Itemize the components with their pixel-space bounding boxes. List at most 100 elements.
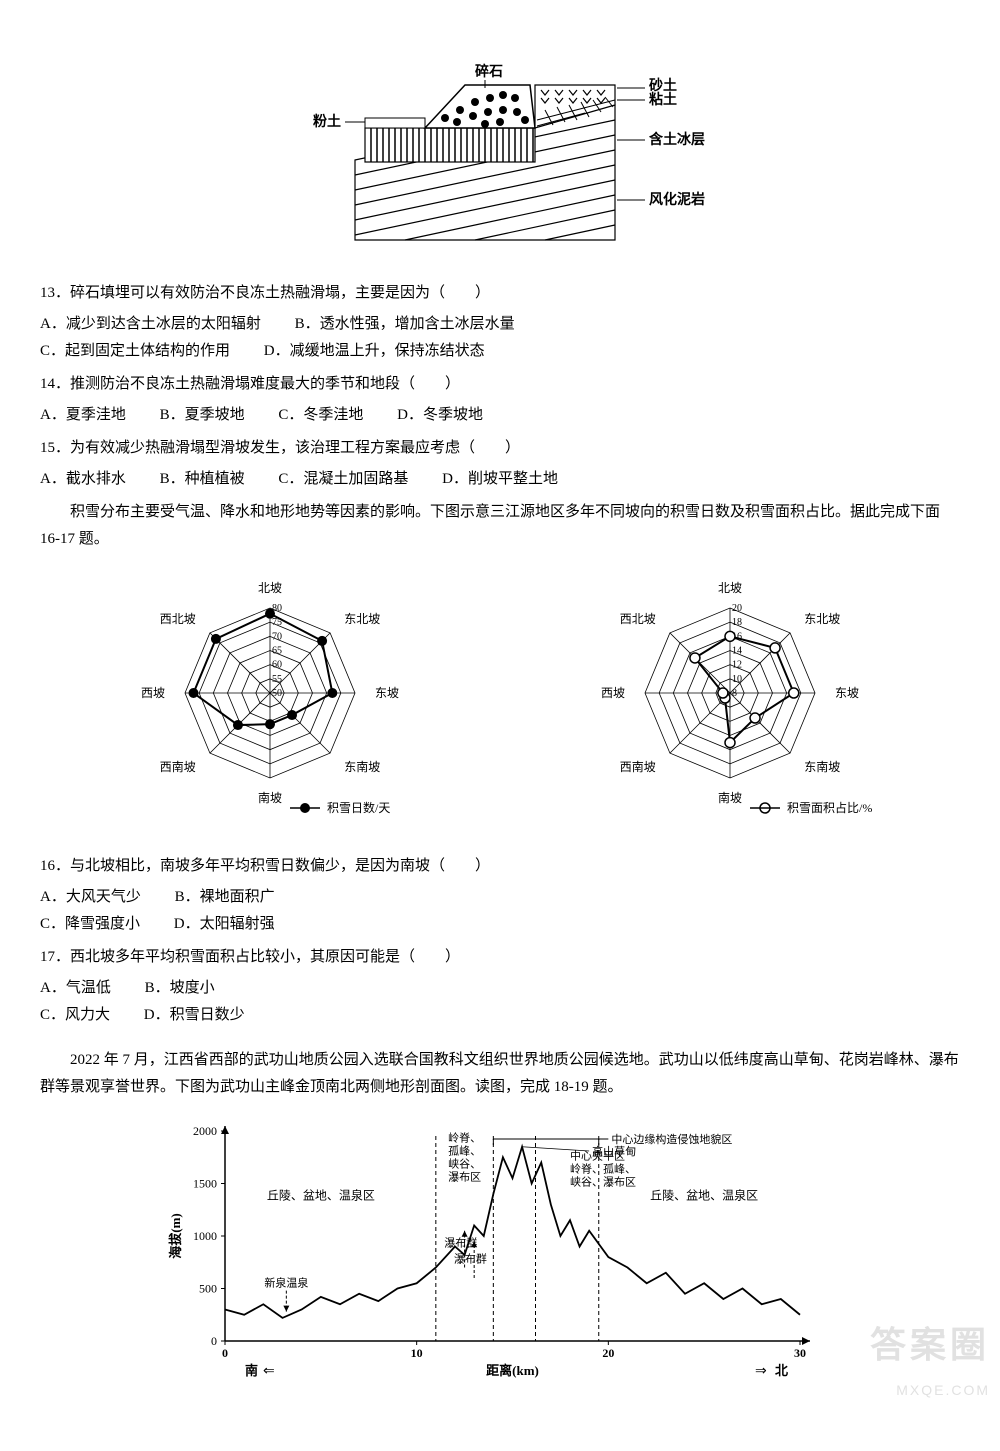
svg-text:70: 70 <box>272 631 282 642</box>
radar-left-svg: 北坡东北坡东坡东南坡南坡西南坡西坡西北坡50556065707580积雪日数/天 <box>105 573 435 833</box>
svg-text:0: 0 <box>222 1346 228 1360</box>
q13-opt-a: A．减少到达含土冰层的太阳辐射 <box>40 311 261 338</box>
svg-text:⇐: ⇐ <box>263 1364 275 1379</box>
q17-opt-d: D．积雪日数少 <box>144 1002 245 1029</box>
svg-text:西北坡: 西北坡 <box>160 612 196 626</box>
svg-text:西北坡: 西北坡 <box>620 612 656 626</box>
svg-text:南: 南 <box>245 1363 258 1378</box>
svg-text:岭脊、孤峰、: 岭脊、孤峰、 <box>570 1161 636 1175</box>
svg-text:60: 60 <box>272 660 282 671</box>
svg-text:⇒: ⇒ <box>755 1364 767 1379</box>
svg-text:北坡: 北坡 <box>718 581 742 595</box>
svg-text:距离(km): 距离(km) <box>486 1363 539 1378</box>
svg-text:瀑布区: 瀑布区 <box>448 1171 481 1184</box>
label-gravel: 碎石 <box>475 63 503 80</box>
svg-text:西坡: 西坡 <box>601 686 625 700</box>
q15-opt-d: D．削坡平整土地 <box>442 466 558 493</box>
svg-text:海拔(m): 海拔(m) <box>168 1213 183 1259</box>
q15-opt-b: B．种植植被 <box>160 466 245 493</box>
svg-text:东南坡: 东南坡 <box>804 759 840 774</box>
svg-text:新泉温泉: 新泉温泉 <box>264 1275 308 1289</box>
svg-text:50: 50 <box>272 688 282 699</box>
q14-text: 14．推测防治不良冻土热融滑塌难度最大的季节和地段（ ） <box>40 371 960 398</box>
svg-text:30: 30 <box>794 1346 806 1360</box>
svg-text:500: 500 <box>199 1282 217 1296</box>
label-weathered: 风化泥岩 <box>649 191 705 208</box>
q17-text: 17．西北坡多年平均积雪面积占比较小，其原因可能是（ ） <box>40 944 960 971</box>
q17-opt-c: C．风力大 <box>40 1002 110 1029</box>
svg-text:65: 65 <box>272 646 282 657</box>
svg-text:积雪日数/天: 积雪日数/天 <box>327 800 390 815</box>
q15-opt-c: C．混凝土加固路基 <box>278 466 408 493</box>
svg-text:1000: 1000 <box>193 1229 217 1243</box>
profile-figure: 05001000150020000102030距离(km)海拔(m)南⇐⇒北丘陵… <box>40 1111 960 1401</box>
svg-text:峡谷、瀑布区: 峡谷、瀑布区 <box>570 1174 636 1188</box>
q13-text: 13．碎石填埋可以有效防治不良冻土热融滑塌，主要是因为（ ） <box>40 280 960 307</box>
q17-options: A．气温低 B．坡度小 C．风力大 D．积雪日数少 <box>40 975 960 1029</box>
q16-opt-c: C．降雪强度小 <box>40 911 140 938</box>
profile-svg: 05001000150020000102030距离(km)海拔(m)南⇐⇒北丘陵… <box>160 1111 840 1391</box>
svg-text:北: 北 <box>775 1363 788 1378</box>
q14-options: A．夏季洼地 B．夏季坡地 C．冬季洼地 D．冬季坡地 <box>40 402 960 429</box>
label-sand: 砂土 <box>648 77 677 94</box>
svg-text:东北坡: 东北坡 <box>344 612 380 626</box>
svg-text:峡谷、: 峡谷、 <box>448 1157 481 1171</box>
svg-text:西坡: 西坡 <box>141 686 165 700</box>
q16-opt-d: D．太阳辐射强 <box>174 911 275 938</box>
svg-text:10: 10 <box>732 674 742 685</box>
q13-opt-d: D．减缓地温上升，保持冻结状态 <box>264 338 485 365</box>
svg-text:岭脊、: 岭脊、 <box>448 1131 481 1145</box>
radar-right-svg: 北坡东北坡东坡东南坡南坡西南坡西坡西北坡8101214161820积雪面积占比/… <box>565 573 895 833</box>
svg-text:积雪面积占比/%: 积雪面积占比/% <box>787 800 872 815</box>
q13-opt-b: B．透水性强，增加含土冰层水量 <box>295 311 515 338</box>
svg-text:瀑布群: 瀑布群 <box>444 1236 477 1250</box>
svg-text:西南坡: 西南坡 <box>620 759 656 774</box>
svg-text:中心边缘构造侵蚀地貌区: 中心边缘构造侵蚀地貌区 <box>611 1132 732 1146</box>
svg-text:20: 20 <box>602 1346 614 1360</box>
q15-opt-a: A．截水排水 <box>40 466 126 493</box>
q17-opt-a: A．气温低 <box>40 975 111 1002</box>
q16-options: A．大风天气少 B．裸地面积广 C．降雪强度小 D．太阳辐射强 <box>40 884 960 938</box>
svg-text:东南坡: 东南坡 <box>344 759 380 774</box>
q16-opt-b: B．裸地面积广 <box>175 884 275 911</box>
svg-text:南坡: 南坡 <box>718 790 742 805</box>
svg-text:55: 55 <box>272 674 282 685</box>
svg-text:8: 8 <box>732 688 737 699</box>
svg-text:0: 0 <box>211 1334 217 1348</box>
q16-text: 16．与北坡相比，南坡多年平均积雪日数偏少，是因为南坡（ ） <box>40 853 960 880</box>
svg-text:瀑布群: 瀑布群 <box>454 1251 487 1265</box>
intro-16-17: 积雪分布主要受气温、降水和地形地势等因素的影响。下图示意三江源地区多年不同坡向的… <box>40 499 960 553</box>
svg-text:孤峰、: 孤峰、 <box>448 1145 481 1158</box>
svg-text:丘陵、盆地、温泉区: 丘陵、盆地、温泉区 <box>267 1188 375 1202</box>
svg-text:20: 20 <box>732 603 742 614</box>
svg-text:东坡: 东坡 <box>375 686 399 700</box>
radar-row: 北坡东北坡东坡东南坡南坡西南坡西坡西北坡50556065707580积雪日数/天… <box>40 573 960 833</box>
q14-opt-d: D．冬季坡地 <box>397 402 483 429</box>
label-powder: 粉土 <box>313 113 341 130</box>
svg-text:东坡: 东坡 <box>835 686 859 700</box>
q17-opt-b: B．坡度小 <box>145 975 215 1002</box>
svg-text:东北坡: 东北坡 <box>804 612 840 626</box>
svg-text:北坡: 北坡 <box>258 581 282 595</box>
q14-opt-b: B．夏季坡地 <box>160 402 245 429</box>
svg-text:12: 12 <box>732 660 742 671</box>
q14-opt-c: C．冬季洼地 <box>278 402 363 429</box>
svg-text:西南坡: 西南坡 <box>160 759 196 774</box>
svg-text:18: 18 <box>732 617 742 628</box>
svg-text:丘陵、盆地、温泉区: 丘陵、盆地、温泉区 <box>650 1188 758 1202</box>
svg-text:2000: 2000 <box>193 1124 217 1138</box>
q13-opt-c: C．起到固定土体结构的作用 <box>40 338 230 365</box>
svg-text:南坡: 南坡 <box>258 790 282 805</box>
label-clay: 粘土 <box>649 91 677 108</box>
label-icy: 含土冰层 <box>649 131 705 148</box>
soil-diagram-svg: 碎石 粉土 砂土 粘土 含土冰层 风化泥岩 <box>285 40 715 250</box>
svg-text:14: 14 <box>732 646 742 657</box>
intro-18-19: 2022 年 7 月，江西省西部的武功山地质公园入选联合国教科文组织世界地质公园… <box>40 1047 960 1101</box>
q15-options: A．截水排水 B．种植植被 C．混凝土加固路基 D．削坡平整土地 <box>40 466 960 493</box>
svg-text:1500: 1500 <box>193 1177 217 1191</box>
q13-options: A．减少到达含土冰层的太阳辐射 B．透水性强，增加含土冰层水量 C．起到固定土体… <box>40 311 960 365</box>
q15-text: 15．为有效减少热融滑塌型滑坡发生，该治理工程方案最应考虑（ ） <box>40 435 960 462</box>
svg-text:高山草甸: 高山草甸 <box>592 1144 636 1158</box>
q14-opt-a: A．夏季洼地 <box>40 402 126 429</box>
q16-opt-a: A．大风天气少 <box>40 884 141 911</box>
